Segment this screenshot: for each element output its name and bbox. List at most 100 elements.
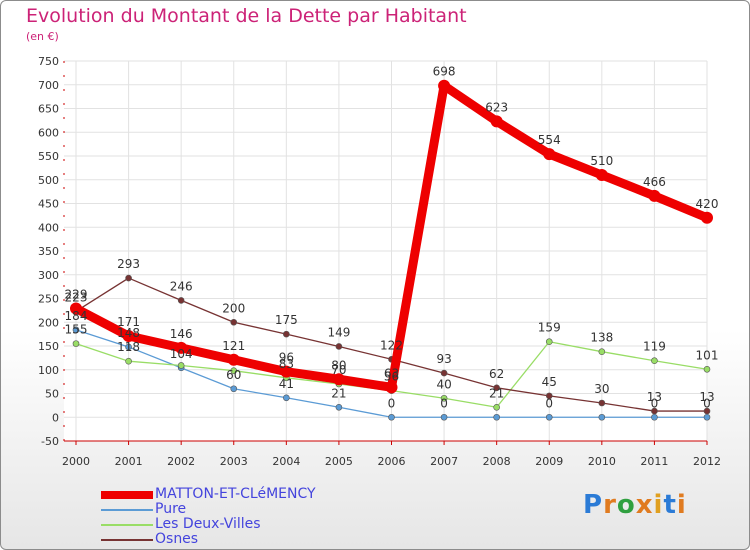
data-point bbox=[125, 357, 132, 365]
y-tick-label: 550 bbox=[38, 150, 59, 163]
data-label: 698 bbox=[433, 65, 456, 79]
data-label: 21 bbox=[489, 386, 504, 400]
x-tick-label: 2004 bbox=[272, 455, 300, 468]
logo-letter: t bbox=[663, 490, 677, 520]
data-point bbox=[388, 413, 395, 421]
data-label: 45 bbox=[542, 375, 557, 389]
data-point bbox=[230, 367, 238, 375]
data-point bbox=[332, 373, 345, 386]
legend-item: Les Deux-Villes bbox=[101, 517, 316, 532]
data-point bbox=[701, 211, 713, 224]
data-point bbox=[385, 381, 398, 394]
y-tick-label: 0 bbox=[52, 411, 59, 424]
data-point bbox=[703, 365, 711, 373]
data-point bbox=[280, 365, 293, 378]
data-point bbox=[175, 341, 188, 354]
data-label: 121 bbox=[222, 339, 245, 353]
y-tick-label: 350 bbox=[38, 245, 59, 258]
data-point bbox=[651, 413, 658, 421]
y-tick-label: 500 bbox=[38, 174, 59, 187]
y-tick-label: 600 bbox=[38, 126, 59, 139]
data-label: 155 bbox=[65, 323, 88, 337]
data-label: 149 bbox=[327, 325, 350, 339]
data-label: 62 bbox=[489, 367, 504, 381]
logo-letter: x bbox=[635, 490, 654, 520]
data-point bbox=[545, 338, 553, 346]
data-label: 175 bbox=[275, 313, 298, 327]
data-label: 148 bbox=[117, 326, 140, 340]
data-label: 229 bbox=[65, 287, 88, 301]
x-tick-label: 2006 bbox=[378, 455, 406, 468]
data-label: 122 bbox=[380, 338, 403, 352]
data-label: 60 bbox=[226, 368, 241, 382]
data-point bbox=[72, 340, 80, 347]
data-label: 171 bbox=[117, 315, 140, 329]
data-point bbox=[493, 384, 500, 392]
data-label: 63 bbox=[384, 366, 399, 380]
data-label: 159 bbox=[538, 321, 561, 335]
data-point bbox=[177, 297, 185, 304]
y-tick-label: 750 bbox=[38, 55, 59, 68]
y-tick-label: 300 bbox=[38, 269, 59, 282]
data-point bbox=[493, 403, 500, 411]
y-tick-label: 50 bbox=[45, 388, 59, 401]
data-label: 246 bbox=[170, 279, 193, 293]
y-tick-label: 400 bbox=[38, 221, 59, 234]
data-label: 293 bbox=[117, 257, 140, 271]
y-tick-label: 100 bbox=[38, 364, 59, 377]
data-label: 223 bbox=[65, 290, 88, 304]
proxiti-logo: Proxiti bbox=[583, 490, 687, 520]
data-label: 101 bbox=[696, 348, 719, 362]
data-label: 0 bbox=[388, 396, 396, 410]
legend-swatch bbox=[101, 508, 153, 511]
data-point bbox=[598, 348, 606, 356]
data-point bbox=[598, 413, 606, 421]
legend-swatch bbox=[101, 523, 153, 526]
y-tick-label: 150 bbox=[38, 340, 59, 353]
logo-letter: o bbox=[616, 490, 636, 520]
data-point bbox=[72, 326, 80, 334]
data-point bbox=[125, 343, 132, 351]
x-tick-label: 2005 bbox=[325, 455, 353, 468]
data-label: 80 bbox=[331, 358, 346, 372]
data-point bbox=[545, 392, 553, 400]
data-point bbox=[440, 413, 448, 421]
data-point bbox=[438, 79, 451, 92]
data-point bbox=[490, 115, 503, 128]
data-point bbox=[440, 394, 448, 402]
data-label: 104 bbox=[170, 347, 193, 361]
legend-label: Pure bbox=[155, 501, 187, 517]
legend-item: MATTON-ET-CLéMENCY bbox=[101, 487, 316, 502]
data-label: 466 bbox=[643, 175, 666, 189]
data-label: 184 bbox=[65, 309, 88, 323]
data-point bbox=[703, 413, 711, 421]
data-label: 510 bbox=[590, 154, 613, 168]
data-label: 13 bbox=[647, 390, 662, 404]
data-point bbox=[177, 362, 185, 369]
data-label: 0 bbox=[545, 396, 553, 410]
data-point bbox=[122, 330, 135, 343]
data-point bbox=[335, 403, 343, 411]
data-label: 554 bbox=[538, 133, 561, 147]
data-label: 21 bbox=[331, 386, 346, 400]
data-label: 30 bbox=[594, 382, 609, 396]
data-label: 146 bbox=[170, 327, 193, 341]
x-tick-label: 2007 bbox=[430, 455, 458, 468]
x-tick-label: 2010 bbox=[588, 455, 616, 468]
data-point bbox=[283, 330, 290, 338]
data-label: 93 bbox=[436, 352, 451, 366]
legend-label: MATTON-ET-CLéMENCY bbox=[155, 486, 316, 502]
chart-subtitle: (en €) bbox=[26, 30, 59, 43]
data-label: 56 bbox=[384, 370, 399, 384]
data-label: 96 bbox=[279, 351, 294, 365]
data-label: 200 bbox=[222, 301, 245, 315]
legend-swatch bbox=[101, 490, 153, 499]
logo-letter: i bbox=[653, 490, 664, 520]
legend-label: Osnes bbox=[155, 531, 199, 547]
data-label: 119 bbox=[643, 340, 666, 354]
y-tick-label: -50 bbox=[41, 435, 59, 448]
legend-label: Les Deux-Villes bbox=[155, 516, 261, 532]
logo-letter: r bbox=[603, 490, 617, 520]
